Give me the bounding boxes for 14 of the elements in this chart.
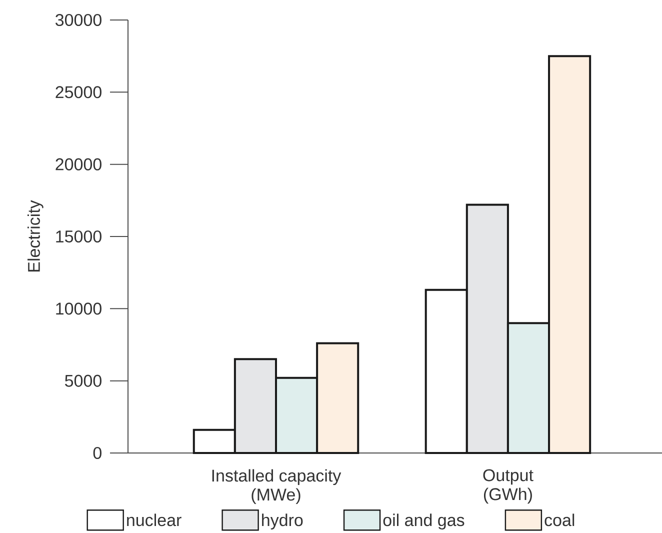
y-tick-label: 25000 — [56, 86, 102, 98]
x-tick-label: Output (GWh) — [483, 469, 534, 504]
x-tick-label: Installed capacity (MWe) — [212, 469, 342, 504]
legend-label: nuclear — [127, 514, 182, 526]
legend-label: hydro — [262, 514, 303, 530]
y-axis-title: Electricity — [27, 200, 44, 272]
legend-label: oil and gas — [383, 514, 464, 530]
y-tick-label: 0 — [93, 446, 102, 460]
y-tick-label: 10000 — [56, 302, 102, 315]
legend-label: coal — [544, 514, 574, 526]
y-tick-label: 15000 — [56, 230, 102, 243]
y-tick-label: 30000 — [56, 14, 102, 26]
y-tick-label: 5000 — [64, 374, 102, 387]
y-tick-label: 20000 — [56, 158, 102, 170]
